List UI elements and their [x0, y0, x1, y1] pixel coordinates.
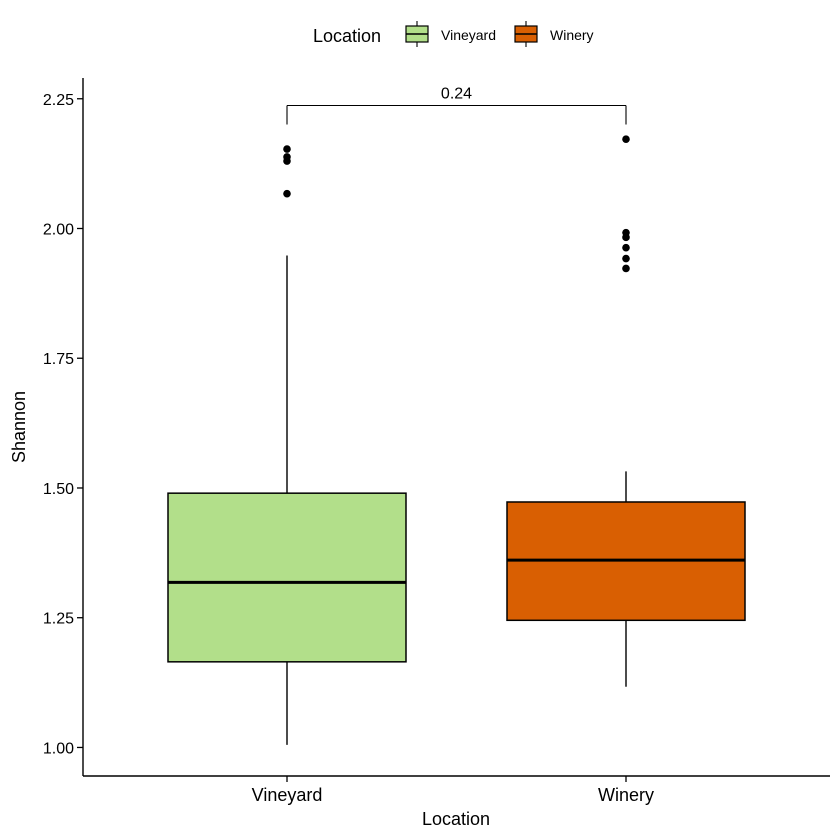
- x-axis-title: Location: [422, 809, 490, 829]
- outlier-point-winery: [622, 254, 630, 263]
- legend-label-winery: Winery: [550, 27, 594, 43]
- boxes: [167, 135, 746, 745]
- comparison-bracket: 0.24: [286, 86, 627, 125]
- y-tick-label: 1.75: [43, 351, 74, 368]
- y-tick-label: 2.25: [43, 92, 74, 109]
- box-vineyard: [167, 492, 407, 663]
- x-ticks: Vineyard Winery: [252, 776, 654, 805]
- y-tick-label: 1.50: [43, 481, 74, 498]
- outlier-point-winery: [622, 135, 630, 144]
- legend-title: Location: [313, 26, 381, 46]
- outlier-point-winery: [622, 228, 630, 237]
- outlier-point-vineyard: [283, 145, 291, 153]
- outlier-point-winery: [622, 264, 630, 273]
- outlier-point-winery: [622, 243, 630, 252]
- y-axis-title: Shannon: [9, 391, 29, 463]
- legend-key-winery: [514, 21, 538, 47]
- y-tick-label: 1.25: [43, 611, 74, 628]
- x-tick-label: Vineyard: [252, 785, 323, 805]
- outlier-point-vineyard: [283, 189, 291, 198]
- legend: Location Vineyard Winery: [313, 21, 594, 47]
- outlier-point-vineyard: [283, 153, 291, 161]
- x-tick-label: Winery: [598, 785, 654, 805]
- y-tick-label: 2.00: [43, 221, 74, 238]
- p-value-label: 0.24: [441, 86, 472, 103]
- y-ticks: 1.00 1.25 1.50 1.75 2.00 2.25: [43, 92, 83, 757]
- y-tick-label: 1.00: [43, 740, 74, 757]
- legend-label-vineyard: Vineyard: [441, 27, 496, 43]
- legend-key-vineyard: [405, 21, 429, 47]
